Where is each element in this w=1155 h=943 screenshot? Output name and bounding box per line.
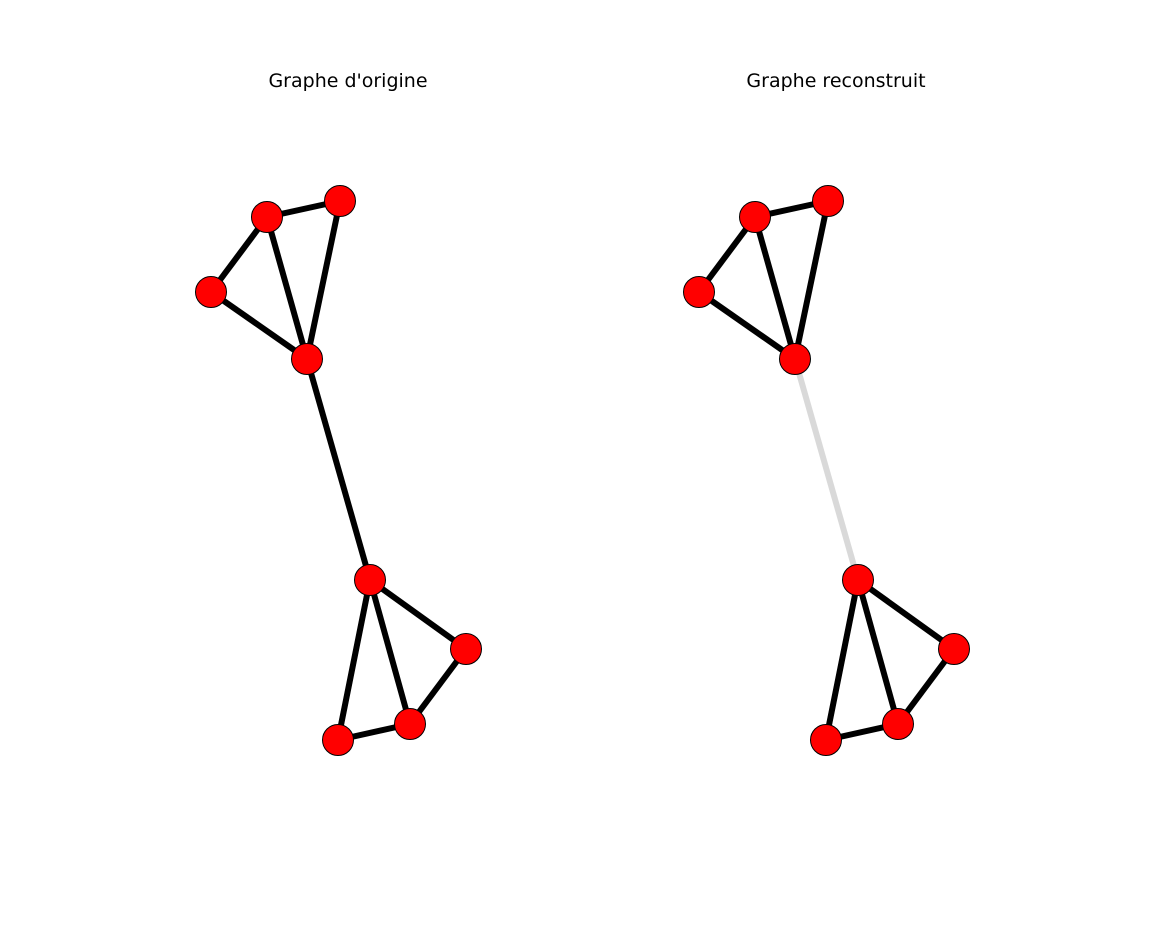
edge-4-6 xyxy=(367,579,413,725)
edge-4-6 xyxy=(855,579,901,725)
node-3 xyxy=(779,343,811,375)
node-layer xyxy=(195,185,482,756)
edge-1-3 xyxy=(304,200,343,360)
panel-title-original: Graphe d'origine xyxy=(268,70,427,92)
node-2 xyxy=(195,276,227,308)
edge-4-5 xyxy=(856,577,956,652)
node-7 xyxy=(322,724,354,756)
node-6 xyxy=(882,708,914,740)
edge-2-3 xyxy=(697,289,797,362)
edge-4-7 xyxy=(335,579,373,741)
node-2 xyxy=(683,276,715,308)
edge-3-4 xyxy=(792,358,861,581)
node-6 xyxy=(394,708,426,740)
node-3 xyxy=(291,343,323,375)
node-0 xyxy=(251,201,283,233)
edge-4-7 xyxy=(823,579,861,741)
node-4 xyxy=(354,564,386,596)
node-5 xyxy=(450,633,482,665)
node-1 xyxy=(812,185,844,217)
edge-1-3 xyxy=(792,200,831,360)
edge-3-4 xyxy=(304,358,373,581)
node-4 xyxy=(842,564,874,596)
edge-2-3 xyxy=(209,289,309,362)
node-7 xyxy=(810,724,842,756)
panel-original-graph: Graphe d'origine xyxy=(195,70,482,756)
edge-0-3 xyxy=(752,216,798,360)
node-5 xyxy=(938,633,970,665)
edge-4-5 xyxy=(368,577,468,652)
panel-title-reconstructed: Graphe reconstruit xyxy=(746,70,925,92)
node-0 xyxy=(739,201,771,233)
edge-0-3 xyxy=(264,216,310,360)
node-layer xyxy=(683,185,970,756)
panel-reconstructed-graph: Graphe reconstruit xyxy=(683,70,970,756)
node-1 xyxy=(324,185,356,217)
